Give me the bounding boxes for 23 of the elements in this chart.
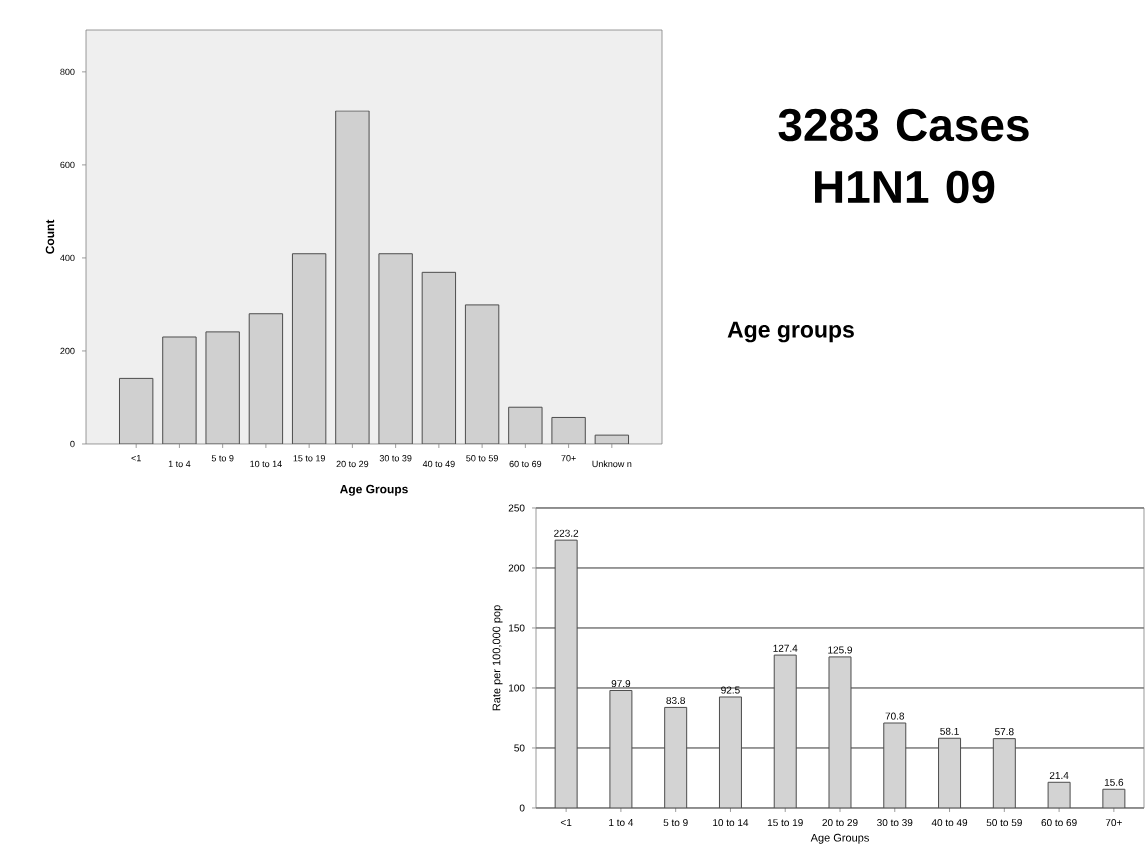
- bar: [883, 722, 907, 808]
- bar: [773, 654, 797, 808]
- bar: [551, 416, 586, 444]
- bar: [205, 331, 240, 444]
- bar: [162, 336, 197, 444]
- bar: [335, 110, 370, 444]
- bar: [828, 656, 852, 808]
- bar: [421, 271, 457, 444]
- bar: [464, 304, 500, 444]
- bar: [594, 434, 630, 444]
- text: 3283 Cases H1N1 09: [778, 108, 1029, 204]
- bar: [378, 253, 413, 444]
- bar: [248, 313, 284, 444]
- bar: [664, 706, 688, 808]
- bar: [291, 253, 327, 444]
- bar: [718, 696, 742, 808]
- bar: [508, 406, 543, 444]
- text: Age groups: [727, 321, 854, 343]
- bar: [938, 737, 962, 808]
- bar: [609, 690, 633, 808]
- bar: [554, 539, 578, 808]
- bar: [992, 738, 1016, 808]
- bar: [118, 377, 154, 444]
